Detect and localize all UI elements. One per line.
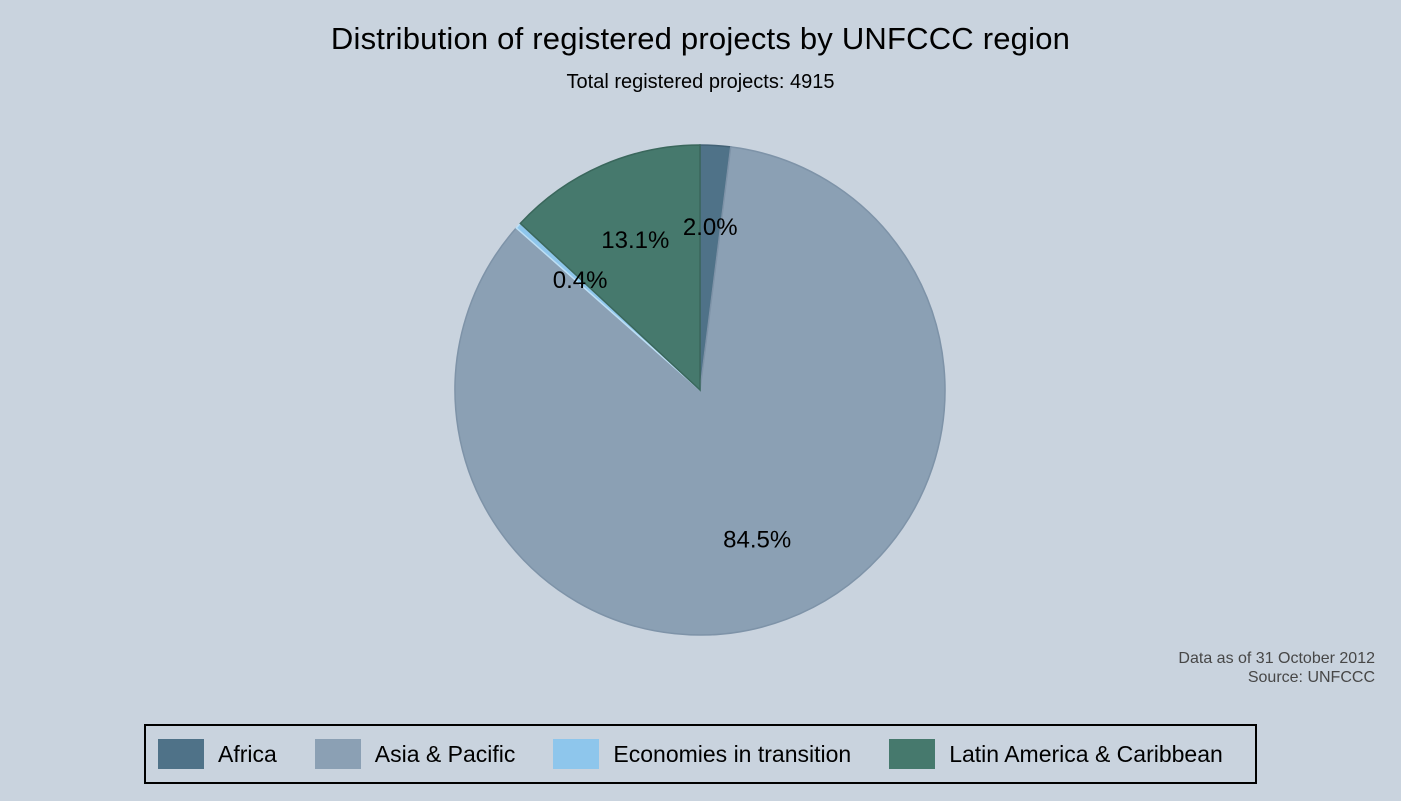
pie-chart: 2.0% 84.5% 0.4% 13.1% [454, 144, 946, 636]
slice-percent-label-latin-america-caribbean: 13.1% [601, 227, 669, 254]
slice-percent-label-asia-pacific: 84.5% [723, 527, 791, 554]
chart-note: Data as of 31 October 2012 Source: UNFCC… [1178, 649, 1375, 687]
legend-label-economies-in-transition: Economies in transition [613, 740, 852, 767]
note-source-line: Source: UNFCCC [1247, 669, 1375, 687]
slice-percent-label-africa: 2.0% [683, 214, 738, 241]
legend-swatch-latin-america-caribbean [889, 739, 936, 769]
legend-item-latin-america-caribbean: Latin America & Caribbean [889, 739, 1223, 769]
note-date-line: Data as of 31 October 2012 [1178, 650, 1375, 667]
slice-percent-label-economies-in-transition: 0.4% [553, 267, 608, 294]
pie-slice-latin-america-caribbean [519, 144, 701, 392]
legend-label-latin-america-caribbean: Latin America & Caribbean [949, 740, 1223, 767]
chart-subtitle: Total registered projects: 4915 [566, 71, 835, 93]
legend-item-asia-pacific: Asia & Pacific [314, 739, 516, 769]
legend-swatch-asia-pacific [314, 739, 361, 769]
legend: Africa Asia & Pacific Economies in transit… [144, 724, 1257, 784]
legend-label-africa: Africa [218, 740, 277, 767]
legend-swatch-africa [158, 739, 204, 769]
chart-title: Distribution of registered projects by U… [330, 21, 1071, 56]
legend-label-asia-pacific: Asia & Pacific [374, 740, 516, 767]
legend-item-africa: Africa [158, 739, 277, 769]
legend-item-economies-in-transition: Economies in transition [553, 739, 851, 769]
legend-swatch-economies-in-transition [553, 739, 600, 769]
